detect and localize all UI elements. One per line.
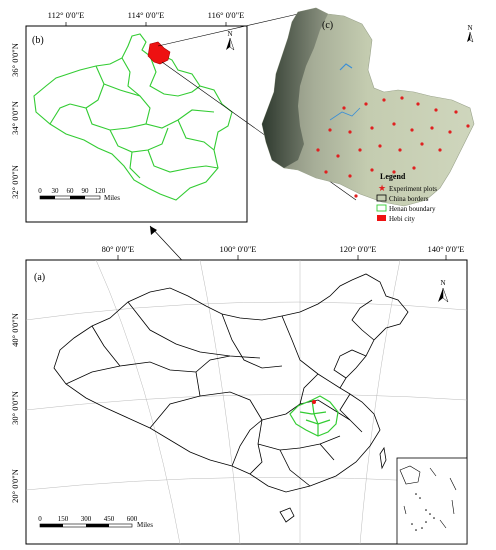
legend-title: Legend bbox=[380, 172, 406, 181]
legend-item-china-borders: China borders bbox=[389, 195, 429, 203]
panel-a-scale-600: 600 bbox=[127, 515, 138, 523]
panel-b-scale-30: 30 bbox=[52, 187, 60, 195]
panel-b-lat-tick-34: 34° 0'0"N bbox=[10, 101, 20, 135]
panel-b-scale-unit: Miles bbox=[104, 194, 120, 202]
hebi-on-china-map bbox=[312, 400, 316, 404]
legend-item-henan-boundary: Henan boundary bbox=[389, 205, 436, 213]
panel-a-lon-tick-140: 140° 0'0"E bbox=[428, 244, 465, 254]
panel-a-frame bbox=[25, 259, 468, 545]
panel-b-lon-tick-116: 116° 0'0"E bbox=[208, 10, 245, 20]
hebi-terrain-map bbox=[261, 7, 475, 207]
panel-b-north-arrow: N bbox=[226, 30, 235, 51]
panel-a-north-letter: N bbox=[440, 279, 445, 287]
panel-b-scale-60: 60 bbox=[67, 187, 75, 195]
legend-item-experiment-plots: Experiment plots bbox=[389, 185, 437, 193]
panel-b: 112° 0'0"E 114° 0'0"E 116° 0'0"E 36° 0'0… bbox=[10, 10, 248, 223]
panel-a-scale-450: 450 bbox=[104, 515, 115, 523]
panel-b-frame bbox=[25, 25, 248, 223]
panel-b-scale-0: 0 bbox=[38, 187, 42, 195]
panel-a: 80° 0'0"E 100° 0'0"E 120° 0'0"E 140° 0'0… bbox=[10, 244, 468, 545]
legend-china-borders-swatch bbox=[376, 194, 387, 202]
connector-line-upper bbox=[157, 13, 299, 47]
panel-b-north-letter: N bbox=[227, 30, 232, 38]
panel-a-lat-tick-40: 40° 0'0"N bbox=[10, 313, 20, 347]
panel-a-lat-tick-30: 30° 0'0"N bbox=[10, 391, 20, 425]
graticule bbox=[25, 259, 468, 545]
panel-a-scale-150: 150 bbox=[58, 515, 69, 523]
panel-c-label: (c) bbox=[322, 20, 333, 31]
hainan-island bbox=[279, 507, 295, 523]
panel-c: (c) N Legend ★ Experiment plots China bo… bbox=[261, 7, 475, 223]
panel-b-lat-tick-32: 32° 0'0"N bbox=[10, 165, 20, 199]
inset-frame bbox=[396, 457, 468, 545]
panel-b-lon-tick-114: 114° 0'0"E bbox=[128, 10, 165, 20]
legend-hebi-city-swatch bbox=[377, 215, 386, 221]
legend-henan-boundary-swatch bbox=[376, 204, 387, 212]
panel-a-label: (a) bbox=[34, 272, 45, 283]
legend: Legend ★ Experiment plots China borders … bbox=[376, 172, 437, 223]
henan-map bbox=[33, 33, 233, 201]
reservoir bbox=[339, 63, 353, 71]
panel-b-lat-tick-36: 36° 0'0"N bbox=[10, 43, 20, 77]
taiwan-island bbox=[379, 446, 387, 470]
panel-b-lon-tick-112: 112° 0'0"E bbox=[48, 10, 85, 20]
legend-star-icon: ★ bbox=[378, 183, 386, 193]
panel-a-scale-300: 300 bbox=[81, 515, 92, 523]
panel-b-scale-bar: 0 30 60 90 120 Miles bbox=[38, 187, 120, 202]
panel-c-north-letter: N bbox=[467, 24, 472, 32]
panel-a-lon-tick-120: 120° 0'0"E bbox=[340, 244, 377, 254]
panel-a-scale-unit: Miles bbox=[137, 521, 153, 529]
panel-a-lon-tick-100: 100° 0'0"E bbox=[220, 244, 257, 254]
panel-a-lat-tick-20: 20° 0'0"N bbox=[10, 469, 20, 503]
panel-a-lon-tick-80: 80° 0'0"E bbox=[102, 244, 135, 254]
china-map bbox=[53, 273, 409, 493]
mountain-shading bbox=[262, 8, 328, 168]
river bbox=[329, 107, 361, 121]
panel-c-north-arrow: N bbox=[467, 24, 474, 43]
panel-a-scale-bar: 0 150 300 450 600 Miles bbox=[38, 515, 153, 529]
panel-b-scale-90: 90 bbox=[82, 187, 90, 195]
panel-b-scale-120: 120 bbox=[95, 187, 106, 195]
henan-on-china-map bbox=[289, 395, 339, 437]
experiment-plots bbox=[316, 96, 470, 198]
panel-b-label: (b) bbox=[32, 35, 44, 46]
panel-a-north-arrow: N bbox=[438, 279, 449, 303]
south-china-sea-inset bbox=[396, 457, 468, 545]
hebi-city-region bbox=[147, 41, 171, 65]
legend-item-hebi-city: Hebi city bbox=[389, 215, 415, 223]
panel-a-scale-0: 0 bbox=[38, 515, 42, 523]
